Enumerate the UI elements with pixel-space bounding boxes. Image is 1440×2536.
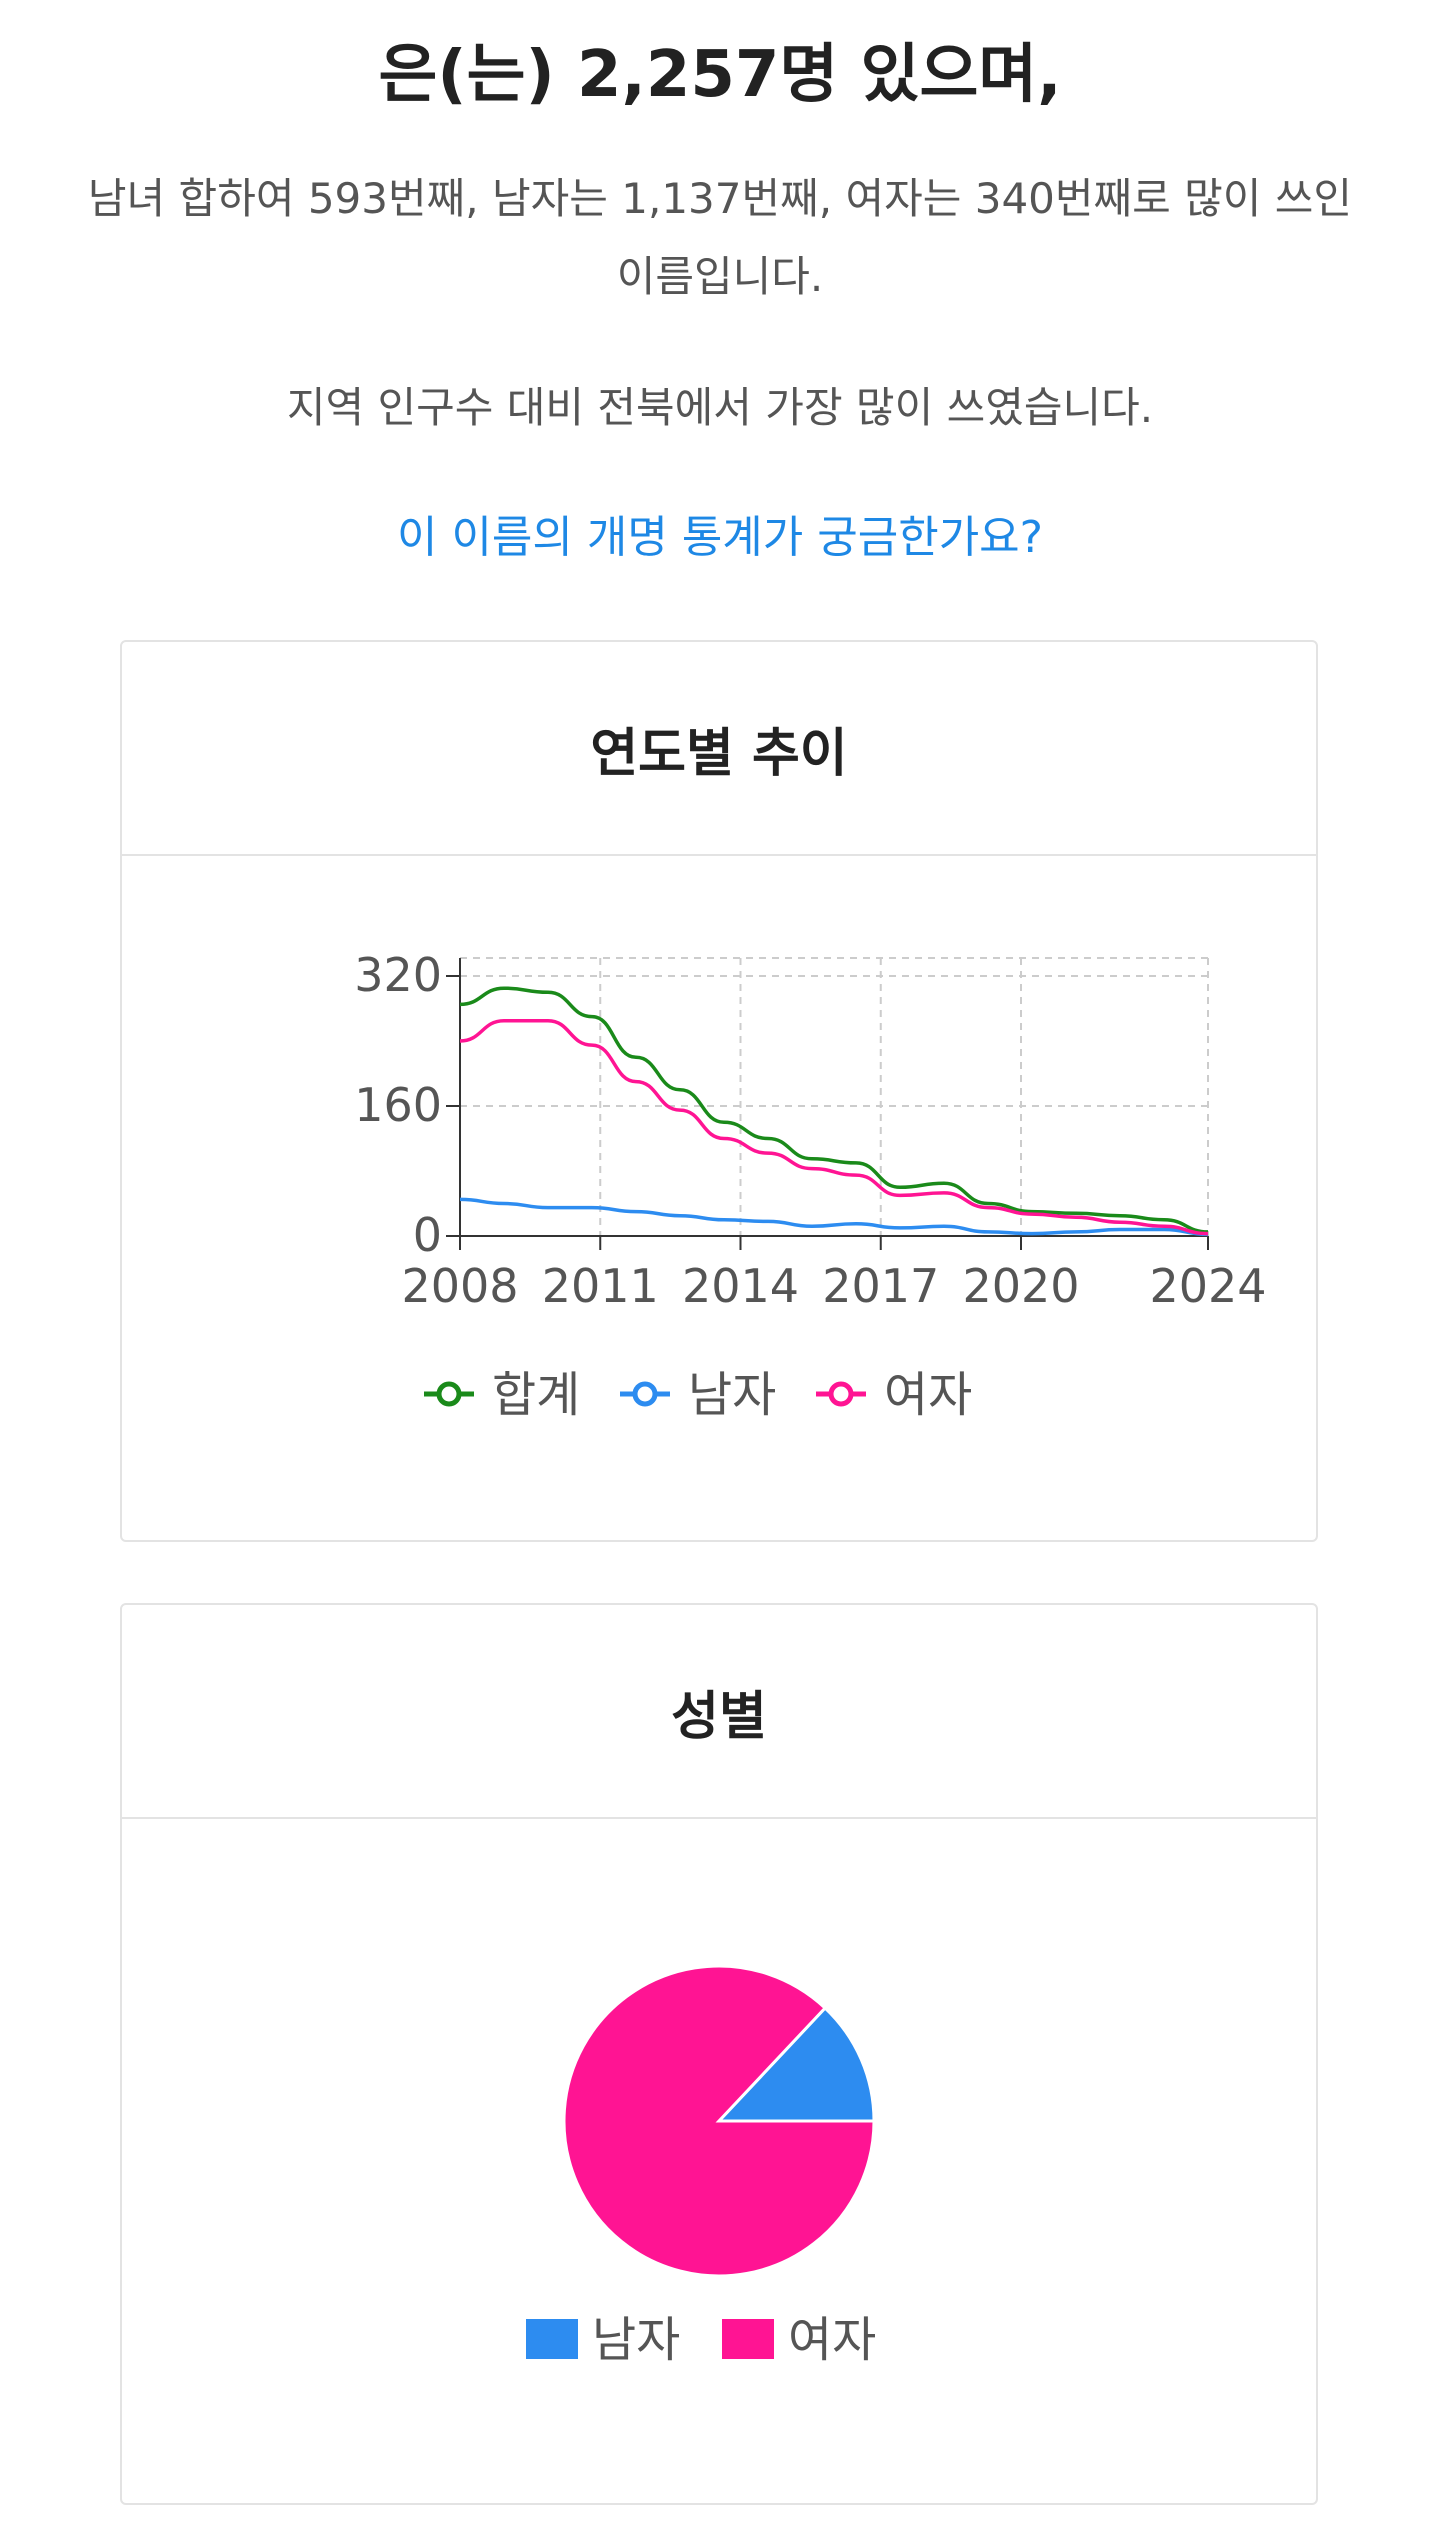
chart-grid <box>459 957 1209 1237</box>
legend-marker <box>436 1381 462 1407</box>
legend-label: 여자 <box>884 1367 972 1423</box>
y-tick-label: 160 <box>354 1078 442 1132</box>
x-tick-label: 2008 <box>401 1259 518 1313</box>
series-line-합계 <box>459 986 1209 1234</box>
legend-marker <box>828 1381 854 1407</box>
trend-card-body: 0 160 320 2008 2011 2014 2017 2020 2024 합계 남자 여자 <box>122 856 1316 1544</box>
pie-slice-여자[interactable] <box>562 1964 876 2278</box>
pie-slice-남자[interactable] <box>715 2005 876 2123</box>
x-tick-label: 2017 <box>822 1259 939 1313</box>
y-tick-label: 320 <box>354 948 442 1002</box>
pie-legend-swatch <box>722 2319 774 2359</box>
pie-legend-swatch <box>526 2319 578 2359</box>
gender-card-title: 성별 <box>122 1605 1316 1819</box>
pie-legend-label: 여자 <box>788 2312 876 2368</box>
rank-summary: 남녀 합하여 593번째, 남자는 1,137번째, 여자는 340번째로 많이… <box>87 174 1353 301</box>
gender-card-body: 남자 여자 <box>122 1819 1316 2507</box>
trend-card-title: 연도별 추이 <box>122 642 1316 856</box>
rename-stats-link[interactable]: 이 이름의 개명 통계가 궁금한가요? <box>396 512 1044 563</box>
pie-legend-item-여자[interactable]: 여자 <box>722 2312 876 2368</box>
pie-legend-label: 남자 <box>592 2312 680 2368</box>
gender-card: 성별 남자 여자 <box>120 1603 1318 2505</box>
x-tick-label: 2020 <box>962 1259 1079 1313</box>
y-tick-label: 0 <box>413 1208 442 1262</box>
trend-line-chart: 0 160 320 2008 2011 2014 2017 2020 2024 합계 남자 여자 <box>354 948 1266 1423</box>
series-line-여자 <box>459 1018 1209 1236</box>
region-summary: 지역 인구수 대비 전북에서 가장 많이 쓰였습니다. <box>286 383 1154 432</box>
pie-legend-item-남자[interactable]: 남자 <box>526 2312 680 2368</box>
x-tick-label: 2011 <box>542 1259 659 1313</box>
legend-item-합계[interactable]: 합계 <box>424 1367 580 1423</box>
series-line-남자 <box>459 1197 1209 1237</box>
legend-label: 남자 <box>688 1367 776 1423</box>
legend-item-남자[interactable]: 남자 <box>620 1367 776 1423</box>
x-tick-label: 2024 <box>1149 1259 1266 1313</box>
legend-item-여자[interactable]: 여자 <box>816 1367 972 1423</box>
legend-label: 합계 <box>492 1367 580 1423</box>
legend-marker <box>632 1381 658 1407</box>
headline: 은(는) 2,257명 있으며, <box>378 38 1062 112</box>
trend-card: 연도별 추이 0 160 320 2008 2011 2014 2017 2020 2024 합계… <box>120 640 1318 1542</box>
x-tick-label: 2014 <box>682 1259 799 1313</box>
gender-pie-chart: 남자 여자 <box>526 1964 876 2368</box>
